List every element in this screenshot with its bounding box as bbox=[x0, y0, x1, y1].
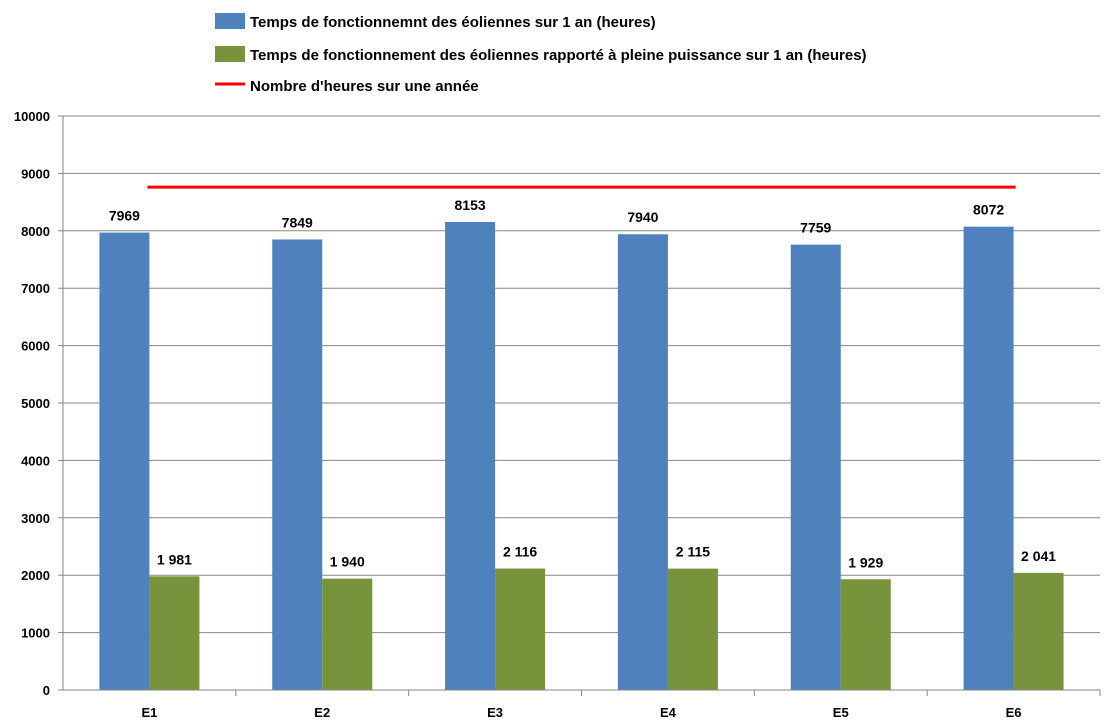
data-label-full-power-e1: 1 981 bbox=[157, 551, 192, 567]
bar-full-power-e5 bbox=[840, 579, 891, 690]
x-tick-label-e3: E3 bbox=[487, 705, 503, 720]
bar-full-power-e3 bbox=[495, 568, 546, 690]
y-tick-label: 0 bbox=[43, 683, 50, 698]
data-label-operating-e5: 7759 bbox=[800, 220, 831, 236]
bar-full-power-e1 bbox=[149, 576, 200, 690]
bar-operating-e4 bbox=[617, 234, 668, 690]
bar-full-power-e2 bbox=[322, 578, 373, 690]
x-tick-label-e5: E5 bbox=[833, 705, 849, 720]
y-tick-label: 2000 bbox=[21, 568, 50, 583]
legend: Temps de fonctionnemnt des éoliennes sur… bbox=[215, 13, 867, 95]
legend-swatch-operating-hours bbox=[215, 13, 245, 29]
data-label-operating-e1: 7969 bbox=[109, 208, 140, 224]
y-tick-label: 7000 bbox=[21, 281, 50, 296]
data-label-full-power-e4: 2 115 bbox=[676, 544, 710, 560]
legend-label-full-power-hours: Temps de fonctionnement des éoliennes ra… bbox=[250, 47, 867, 64]
bar-operating-e5 bbox=[790, 244, 841, 690]
y-tick-label: 1000 bbox=[21, 626, 50, 641]
data-label-operating-e2: 7849 bbox=[282, 214, 313, 230]
legend-label-hours-per-year: Nombre d'heures sur une année bbox=[250, 78, 479, 95]
bar-operating-e6 bbox=[963, 226, 1014, 690]
axes: 0 1000 2000 3000 4000 5000 6000 7000 8000 9000 100… bbox=[14, 109, 1101, 720]
y-tick-label: 3000 bbox=[21, 511, 50, 526]
bar-full-power-e6 bbox=[1013, 572, 1064, 690]
y-tick-label: 4000 bbox=[21, 453, 50, 468]
bar-operating-e3 bbox=[445, 222, 496, 690]
x-tick-label-e1: E1 bbox=[141, 705, 157, 720]
bars bbox=[99, 222, 1064, 690]
data-label-operating-e4: 7940 bbox=[627, 209, 658, 225]
data-label-full-power-e6: 2 041 bbox=[1021, 548, 1056, 564]
y-tick-label: 10000 bbox=[14, 109, 50, 124]
y-tick-label: 5000 bbox=[21, 396, 50, 411]
x-tick-label-e6: E6 bbox=[1006, 705, 1022, 720]
data-label-operating-e3: 8153 bbox=[455, 197, 486, 213]
data-label-full-power-e3: 2 116 bbox=[503, 544, 537, 560]
y-tick-label: 8000 bbox=[21, 224, 50, 239]
y-tick-label: 9000 bbox=[21, 166, 50, 181]
data-label-operating-e6: 8072 bbox=[973, 202, 1004, 218]
x-tick-label-e4: E4 bbox=[660, 705, 677, 720]
x-tick-label-e2: E2 bbox=[314, 705, 330, 720]
data-labels: 7969 1 981 7849 1 940 8153 2 116 7940 2 115 7759… bbox=[109, 197, 1056, 570]
bar-operating-e1 bbox=[99, 232, 150, 690]
gridlines bbox=[63, 115, 1100, 634]
bar-full-power-e4 bbox=[667, 568, 718, 690]
y-tick-label: 6000 bbox=[21, 339, 50, 354]
legend-swatch-full-power-hours bbox=[215, 46, 245, 62]
bar-operating-e2 bbox=[272, 239, 323, 690]
legend-label-operating-hours: Temps de fonctionnemnt des éoliennes sur… bbox=[250, 14, 656, 31]
data-label-full-power-e2: 1 940 bbox=[330, 554, 365, 570]
data-label-full-power-e5: 1 929 bbox=[848, 554, 883, 570]
